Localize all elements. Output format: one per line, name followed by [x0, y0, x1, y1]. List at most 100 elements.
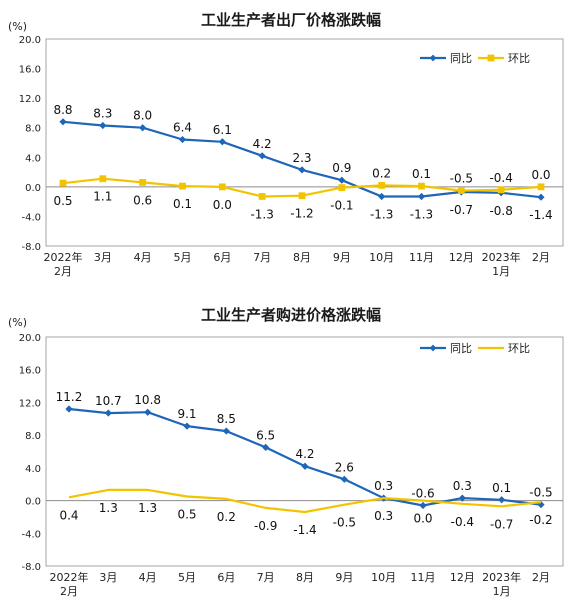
- x-tick-label: 2月: [532, 251, 550, 264]
- data-label: -0.9: [254, 519, 277, 533]
- x-tick-label: 7月: [253, 251, 271, 264]
- data-label: 1.3: [138, 501, 157, 515]
- data-label: -1.4: [529, 208, 552, 222]
- y-tick-label: 12.0: [19, 398, 41, 409]
- data-label: 0.5: [53, 194, 72, 208]
- y-tick-label: 20.0: [19, 35, 41, 46]
- x-tick-label: 5月: [178, 571, 196, 584]
- data-label: 8.8: [53, 103, 72, 117]
- data-point: [99, 175, 107, 183]
- x-tick-label: 11月: [411, 571, 436, 584]
- data-label: -1.2: [290, 207, 313, 221]
- data-point: [183, 422, 191, 430]
- data-label: 0.1: [173, 197, 192, 211]
- data-point: [418, 182, 425, 190]
- data-label: 9.1: [177, 407, 196, 421]
- x-tick-label: 10月: [371, 571, 396, 584]
- data-point: [457, 187, 465, 194]
- x-tick-label: 11月: [409, 251, 434, 264]
- data-label: 8.5: [217, 412, 236, 426]
- data-label: 0.6: [133, 193, 152, 207]
- x-tick-label: 7月: [257, 571, 275, 584]
- legend-label: 同比: [450, 342, 472, 355]
- data-label: 0.3: [374, 479, 393, 493]
- data-point: [340, 475, 348, 483]
- data-point: [338, 184, 346, 191]
- data-label: 0.5: [177, 507, 196, 521]
- y-tick-label: 12.0: [19, 94, 41, 105]
- y-tick-label: 16.0: [19, 65, 41, 76]
- data-label: 0.0: [531, 168, 550, 182]
- x-tick-label: 10月: [369, 251, 394, 264]
- x-tick-label: 3月: [99, 571, 117, 584]
- plot-area: [45, 38, 564, 247]
- data-point: [144, 408, 152, 416]
- x-tick-label: 12月: [449, 251, 474, 264]
- data-point: [497, 186, 505, 194]
- data-point: [378, 181, 386, 189]
- x-tick-label: 2022年 2月: [44, 250, 83, 278]
- data-point: [99, 121, 107, 130]
- data-label: -1.3: [250, 207, 273, 221]
- data-label: -0.7: [450, 203, 473, 217]
- data-label: 6.4: [173, 121, 192, 135]
- data-point: [417, 192, 426, 201]
- series-line-1: [68, 488, 542, 514]
- legend-label: 环比: [508, 342, 530, 355]
- x-tick-label: 4月: [134, 251, 152, 264]
- data-label: 0.9: [332, 161, 351, 175]
- data-point: [65, 405, 73, 413]
- data-label: -0.5: [529, 486, 552, 500]
- x-tick-label: 2023年 1月: [482, 570, 521, 598]
- data-label: 10.7: [95, 394, 122, 408]
- x-tick-label: 8月: [296, 571, 314, 584]
- data-point: [338, 176, 346, 184]
- data-point: [262, 443, 270, 452]
- data-label: 6.1: [213, 123, 232, 137]
- x-tick-label: 2022年 2月: [50, 570, 89, 598]
- y-tick-label: -8.0: [21, 242, 41, 253]
- data-point: [537, 183, 545, 191]
- x-tick-label: 2月: [532, 571, 550, 584]
- y-tick-label: -4.0: [21, 529, 41, 540]
- data-label: 1.1: [93, 190, 112, 204]
- data-label: -0.7: [490, 517, 513, 531]
- data-point: [59, 118, 67, 126]
- data-point: [218, 138, 226, 146]
- data-point: [179, 182, 186, 190]
- data-label: -0.1: [330, 199, 353, 213]
- data-label: 1.3: [99, 501, 118, 515]
- data-label: -0.4: [451, 515, 474, 529]
- data-label: 8.0: [133, 109, 152, 123]
- data-label: -0.2: [529, 513, 552, 527]
- data-label: -0.5: [333, 516, 356, 530]
- legend-label: 同比: [450, 52, 472, 65]
- data-label: -0.5: [450, 172, 473, 186]
- data-label: 0.0: [213, 198, 232, 212]
- data-label: -1.3: [370, 207, 393, 221]
- chart-title: 工业生产者购进价格涨跌幅: [200, 306, 381, 324]
- data-label: 10.8: [134, 393, 161, 407]
- data-label: 8.3: [93, 106, 112, 120]
- data-point: [298, 166, 306, 174]
- y-tick-label: 4.0: [25, 153, 41, 164]
- data-label: 4.2: [295, 447, 314, 461]
- x-tick-label: 9月: [335, 571, 353, 584]
- data-label: 0.4: [59, 508, 78, 522]
- data-label: 0.0: [413, 512, 432, 526]
- data-label: -1.3: [410, 207, 433, 221]
- plot-area: [45, 336, 564, 567]
- data-point: [222, 427, 230, 435]
- data-label: 0.3: [453, 479, 472, 493]
- data-point: [59, 179, 67, 187]
- data-point: [258, 152, 266, 160]
- data-point: [298, 192, 306, 200]
- data-label: 2.3: [292, 151, 311, 165]
- y-axis-unit: (%): [8, 20, 28, 33]
- legend-marker: [429, 54, 437, 62]
- y-tick-label: 16.0: [19, 366, 41, 377]
- chart-ppi-output: 工业生产者出厂价格涨跌幅 (%) 20.0 16.0 12.0 8.0 4.0 0.0 -4…: [0, 0, 582, 300]
- data-label: 0.3: [374, 509, 393, 523]
- chart-title: 工业生产者出厂价格涨跌幅: [200, 11, 381, 29]
